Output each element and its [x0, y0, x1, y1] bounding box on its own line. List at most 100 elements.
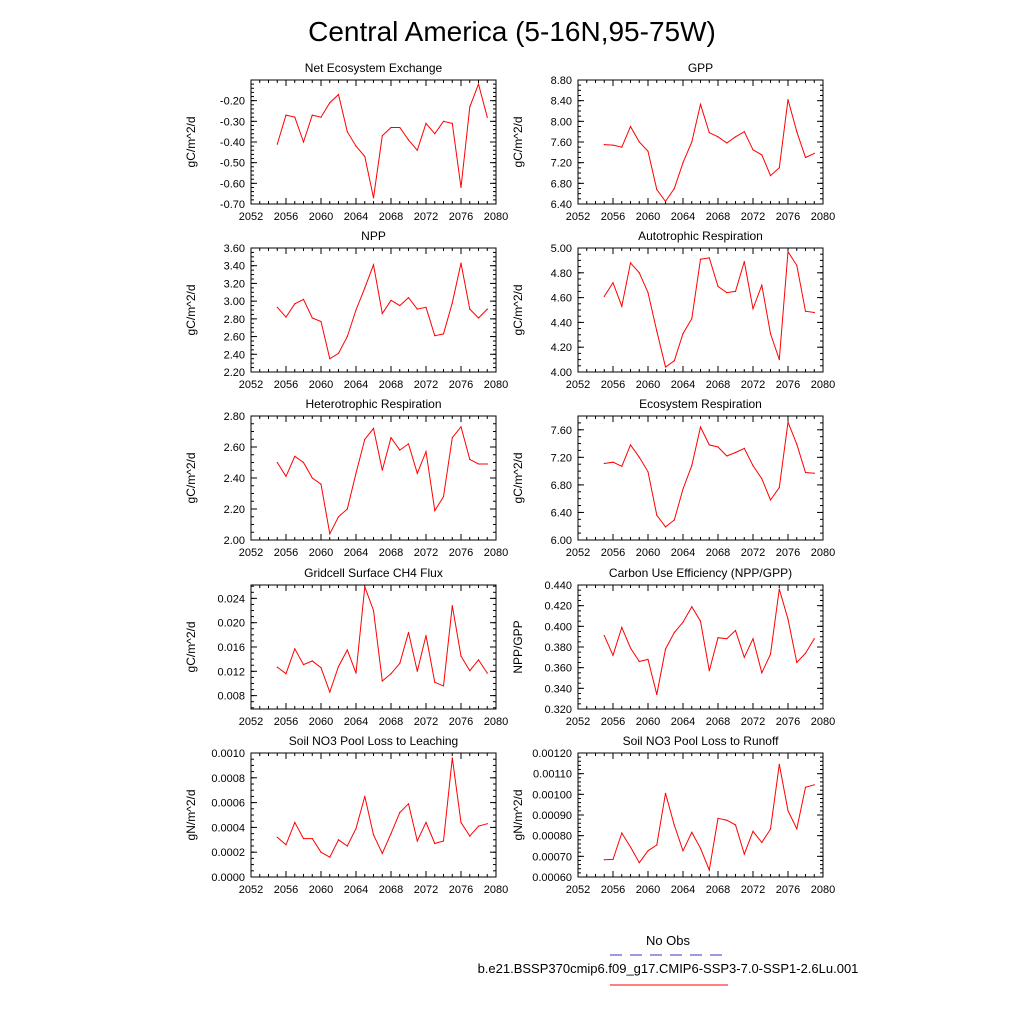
data-point: [691, 606, 693, 608]
data-point: [699, 620, 702, 622]
data-point: [804, 471, 807, 474]
x-tick-label: 2064: [344, 211, 368, 223]
x-tick-label: 2072: [414, 884, 438, 896]
panel-title: Autotrophic Respiration: [638, 229, 763, 243]
data-point: [346, 131, 348, 133]
panels: Net Ecosystem Exchange gC/m^2/d 2052 2056 20…: [184, 61, 835, 896]
data-point: [656, 693, 658, 696]
y-tick-label: 2.60: [224, 442, 245, 454]
panel-title: NPP: [361, 229, 386, 243]
y-tick-label: 5.00: [551, 243, 572, 255]
data-point: [629, 262, 632, 264]
data-point: [407, 443, 410, 445]
data-point: [708, 257, 710, 259]
data-point: [682, 850, 684, 852]
panel-title: Heterotrophic Respiration: [305, 397, 441, 411]
data-point: [285, 673, 287, 675]
data-point: [302, 298, 305, 300]
data-point: [416, 472, 418, 474]
data-point: [407, 297, 410, 299]
data-point: [337, 839, 340, 841]
series-line: [604, 420, 815, 528]
data-point: [638, 141, 640, 143]
data-point: [734, 136, 737, 138]
data-point: [682, 621, 684, 623]
data-point: [346, 845, 348, 847]
y-tick-label: -0.30: [220, 116, 245, 128]
data-point: [804, 786, 807, 788]
y-tick-label: 0.420: [544, 601, 572, 613]
data-point: [285, 475, 287, 477]
data-point: [612, 654, 614, 656]
data-point: [664, 792, 667, 794]
data-point: [743, 447, 745, 449]
data-point: [691, 831, 693, 834]
data-point: [708, 670, 710, 672]
x-tick-label: 2060: [309, 716, 333, 728]
data-point: [337, 352, 340, 354]
data-point: [486, 823, 488, 825]
x-tick-label: 2080: [484, 884, 508, 896]
series-line: [276, 82, 488, 198]
data-point: [708, 132, 710, 134]
x-tick-label: 2076: [776, 547, 800, 559]
x-tick-label: 2076: [776, 884, 800, 896]
data-point: [477, 463, 480, 465]
panel-6: Ecosystem Respiration gC/m^2/d 2052 2056 206…: [511, 397, 835, 559]
data-point: [285, 316, 287, 318]
y-tick-label: 3.00: [224, 296, 245, 308]
y-tick-label: 0.440: [544, 580, 572, 592]
data-point: [813, 784, 815, 786]
x-tick-label: 2052: [239, 547, 263, 559]
data-point: [434, 681, 436, 683]
data-point: [425, 122, 427, 124]
data-point: [734, 629, 737, 632]
data-point: [486, 463, 488, 465]
data-point: [434, 133, 436, 135]
data-point: [796, 131, 798, 133]
data-point: [769, 828, 772, 830]
data-point: [647, 292, 649, 294]
data-point: [726, 455, 728, 457]
y-axis-label: gN/m^2/d: [511, 790, 525, 841]
data-point: [416, 670, 418, 672]
data-point: [434, 335, 436, 337]
y-tick-label: 0.012: [217, 666, 245, 678]
y-tick-label: 8.00: [551, 116, 572, 128]
data-point: [364, 155, 366, 158]
y-tick-label: 0.00110: [533, 769, 572, 781]
data-point: [752, 465, 754, 467]
data-point: [629, 444, 632, 446]
data-point: [381, 312, 383, 315]
y-tick-label: 7.60: [551, 425, 572, 437]
data-point: [629, 125, 632, 128]
data-point: [390, 673, 392, 675]
panel-2: GPP gC/m^2/d 2052 2056 2060 2064 2068 2072 2076 2…: [511, 61, 835, 223]
data-point: [346, 336, 348, 338]
data-point: [372, 264, 375, 266]
data-point: [621, 626, 623, 629]
x-tick-label: 2080: [811, 379, 835, 391]
data-point: [664, 648, 667, 650]
data-point: [399, 126, 401, 129]
data-point: [390, 437, 392, 439]
data-point: [329, 533, 331, 535]
y-tick-label: -0.70: [220, 199, 245, 211]
data-point: [708, 444, 710, 446]
data-point: [647, 150, 649, 152]
data-point: [621, 146, 623, 148]
x-tick-label: 2080: [484, 547, 508, 559]
x-tick-label: 2068: [706, 211, 730, 223]
data-point: [294, 648, 296, 650]
series-line: [604, 764, 815, 872]
data-point: [407, 631, 410, 634]
x-tick-label: 2056: [601, 884, 625, 896]
data-point: [364, 586, 366, 588]
data-point: [320, 483, 322, 485]
y-tick-label: 0.00060: [532, 872, 572, 884]
data-point: [381, 469, 383, 471]
panel-4: Autotrophic Respiration gC/m^2/d 2052 2056 2…: [511, 229, 835, 391]
series-line: [603, 250, 815, 368]
data-point: [364, 795, 366, 798]
data-point: [743, 853, 745, 855]
